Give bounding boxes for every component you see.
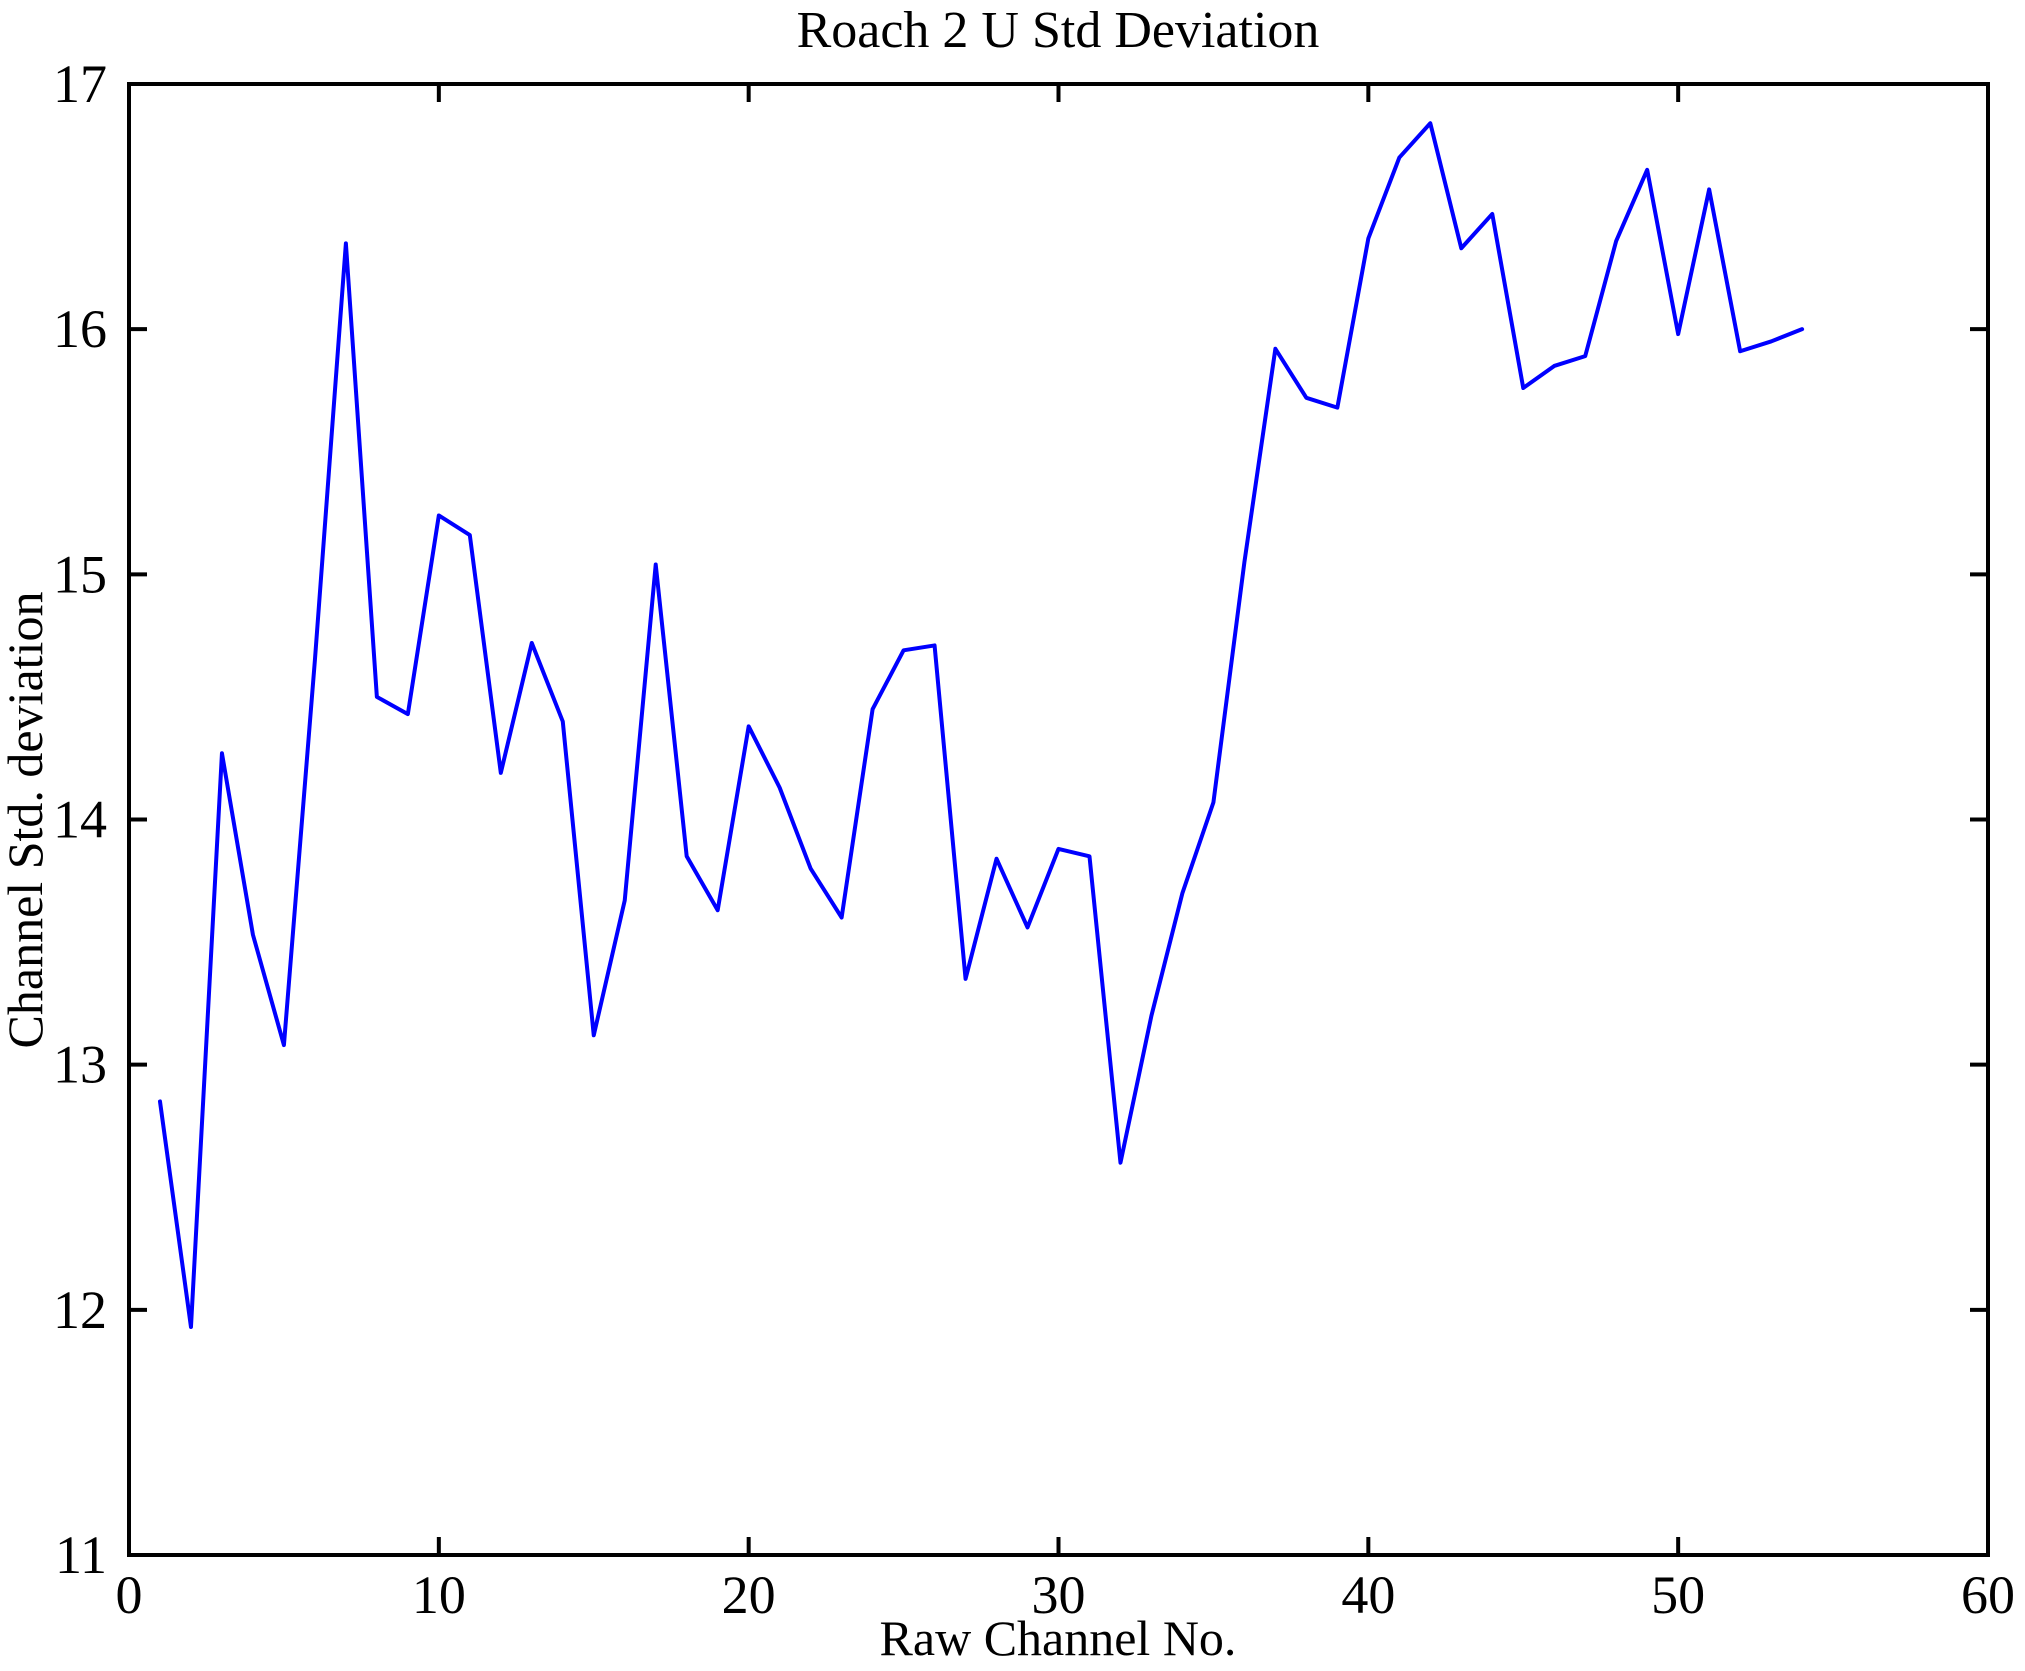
y-axis-label: Channel Std. deviation (0, 592, 53, 1049)
x-axis-label: Raw Channel No. (880, 1610, 1237, 1666)
x-tick-label: 40 (1341, 1565, 1395, 1625)
chart-title: Roach 2 U Std Deviation (797, 2, 1320, 59)
y-tick-label: 16 (53, 299, 107, 359)
y-tick-label: 13 (53, 1035, 107, 1095)
data-series (157, 121, 1805, 1329)
x-axis-ticks (127, 84, 1990, 1555)
x-tick-label: 60 (1961, 1565, 2015, 1625)
y-axis-ticks (129, 82, 1988, 1557)
y-tick-label: 14 (53, 790, 107, 850)
x-tick-label: 20 (722, 1565, 776, 1625)
y-tick-label: 12 (53, 1280, 107, 1340)
x-tick-label: 0 (116, 1565, 143, 1625)
y-tick-label: 15 (53, 544, 107, 604)
data-line (157, 121, 1805, 1329)
x-tick-label: 10 (412, 1565, 466, 1625)
y-axis-tick-labels: 11 12 13 14 15 16 17 (53, 54, 107, 1585)
plot-area-border (127, 82, 1990, 1557)
y-tick-label: 17 (53, 54, 107, 114)
y-tick-label: 11 (55, 1525, 107, 1585)
x-axis-tick-labels: 0 10 20 30 40 50 60 (116, 1565, 2016, 1625)
x-tick-label: 30 (1032, 1565, 1086, 1625)
x-tick-label: 50 (1651, 1565, 1705, 1625)
